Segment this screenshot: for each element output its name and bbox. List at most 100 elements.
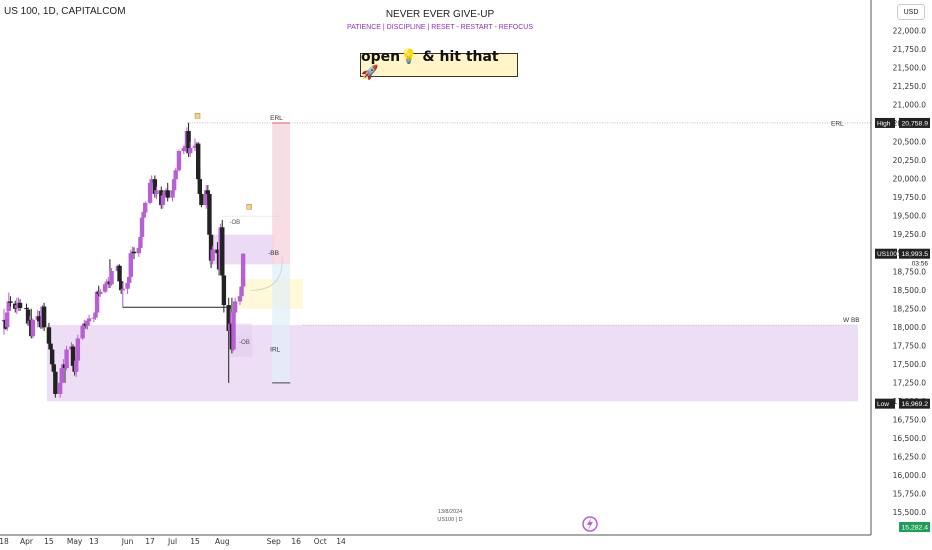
y-tick-label: 18,750.0 bbox=[893, 267, 927, 276]
y-tick-label: 18,000.0 bbox=[893, 323, 927, 332]
currency-button[interactable]: USD bbox=[897, 4, 925, 20]
time-axis[interactable]: 18 Apr 15 May 13 Jun 17 Jul 15 Aug Sep 16 Oct 14 bbox=[0, 537, 346, 546]
candle-body bbox=[139, 217, 145, 237]
candle-body bbox=[165, 190, 170, 198]
flag-icon-body bbox=[246, 204, 252, 210]
irl-label: IRL bbox=[270, 347, 281, 354]
wbb-zone bbox=[46, 325, 858, 402]
candle-body bbox=[14, 305, 20, 309]
candle-body bbox=[162, 191, 167, 196]
candle-body bbox=[197, 179, 203, 194]
candle-body bbox=[102, 284, 108, 292]
candle-body bbox=[232, 301, 238, 313]
x-tick-label: 17 bbox=[145, 537, 155, 546]
candle-body bbox=[17, 302, 23, 309]
candle-body bbox=[181, 148, 186, 152]
candle-body bbox=[49, 349, 55, 365]
y-tick-label: 16,750.0 bbox=[893, 415, 927, 424]
candle-body bbox=[186, 131, 191, 154]
candle-body bbox=[70, 346, 76, 366]
watermark-title: NEVER EVER GIVE-UP bbox=[385, 9, 495, 20]
candle-body bbox=[75, 338, 81, 361]
candle-body bbox=[220, 227, 225, 276]
flag-icon bbox=[246, 204, 252, 210]
ob-upper-label: -OB bbox=[229, 220, 240, 226]
x-tick-label: Jul bbox=[167, 537, 177, 546]
candles-layer bbox=[1, 122, 246, 398]
x-tick-label: Oct bbox=[314, 537, 327, 546]
flag-icon-body bbox=[194, 113, 201, 119]
low-box bbox=[899, 398, 930, 409]
candle-body bbox=[5, 312, 10, 328]
candle-body bbox=[183, 145, 188, 149]
x-tick-label: May bbox=[67, 537, 83, 546]
candle-body bbox=[25, 309, 31, 324]
candle-body bbox=[136, 248, 142, 254]
candle-body bbox=[237, 296, 243, 302]
y-tick-label: 17,250.0 bbox=[893, 378, 927, 387]
candle-body bbox=[196, 143, 201, 180]
y-tick-label: 17,500.0 bbox=[893, 360, 927, 369]
candle-body bbox=[154, 190, 159, 194]
candle-body bbox=[207, 193, 212, 235]
chart-drawings bbox=[46, 122, 871, 402]
low-tag bbox=[875, 398, 895, 409]
x-tick-label: Jun bbox=[121, 537, 134, 546]
x-tick-label: 15 bbox=[190, 537, 200, 546]
erl-target-box bbox=[272, 122, 291, 265]
erl-label-target: ERL bbox=[270, 115, 283, 122]
y-tick-label: 20,500.0 bbox=[893, 138, 927, 147]
y-tick-label: 22,000.0 bbox=[893, 27, 927, 36]
candle-body bbox=[24, 308, 29, 310]
y-tick-label: 21,500.0 bbox=[893, 64, 927, 73]
candle-body bbox=[51, 364, 56, 372]
y-tick-label: 19,250.0 bbox=[893, 230, 927, 239]
banner-open-hit: open💡 & hit that 🚀 bbox=[360, 49, 518, 81]
y-tick-label: 16,250.0 bbox=[893, 452, 927, 461]
current-value: 18,993.5 bbox=[902, 251, 929, 258]
y-tick-label: 20,250.0 bbox=[893, 156, 927, 165]
candle-body bbox=[221, 275, 227, 306]
candle-body bbox=[94, 291, 100, 313]
candle-body bbox=[86, 318, 92, 322]
watermark-symbol: US100 | D bbox=[437, 517, 463, 523]
bottom-price-value: 15,282.4 bbox=[902, 525, 929, 532]
candle-body bbox=[231, 312, 236, 350]
lightning-icon[interactable] bbox=[582, 516, 598, 532]
watermark-date: 13/8/2024 bbox=[437, 509, 463, 515]
price-axis[interactable]: 22,000.0 21,750.0 21,500.0 21,250.0 21,000.0… bbox=[893, 27, 927, 517]
y-tick-label: 16,000.0 bbox=[893, 471, 927, 480]
watermark-small: 13/8/2024 US100 | D bbox=[420, 508, 480, 524]
candle-body bbox=[109, 271, 114, 285]
candle-body bbox=[240, 253, 246, 287]
candle-body bbox=[187, 148, 193, 154]
candle-body bbox=[118, 281, 124, 291]
y-tick-label: 15,750.0 bbox=[893, 489, 927, 498]
candle-body bbox=[160, 195, 166, 206]
y-tick-label: 21,250.0 bbox=[893, 82, 927, 91]
candle-body bbox=[176, 151, 182, 171]
symbol-title: US 100, 1D, CAPITALCOM bbox=[4, 6, 126, 17]
high-label: High bbox=[877, 120, 891, 127]
x-tick-label: 18 bbox=[0, 537, 9, 546]
fvg-zone bbox=[239, 279, 304, 309]
candle-body bbox=[98, 291, 103, 294]
flag-icon bbox=[194, 113, 201, 119]
x-tick-label: 14 bbox=[336, 537, 346, 546]
candle-body bbox=[93, 312, 98, 318]
candle-body bbox=[141, 212, 146, 218]
candle-body bbox=[204, 190, 209, 206]
candle-body bbox=[208, 234, 214, 261]
ob-lower-label: -OB bbox=[239, 340, 250, 346]
candle-body bbox=[6, 301, 12, 312]
bottom-price-box bbox=[899, 522, 930, 532]
y-tick-label: 16,500.0 bbox=[893, 434, 927, 443]
watermark-subtitle: PATIENCE | DISCIPLINE | RESET - RESTART … bbox=[346, 24, 534, 31]
y-tick-label: 18,500.0 bbox=[893, 286, 927, 295]
candle-body bbox=[85, 321, 90, 326]
candle-body bbox=[46, 327, 52, 344]
bb-label: -BB bbox=[268, 250, 279, 257]
candle-body bbox=[199, 193, 204, 206]
low-value: 16,969.2 bbox=[902, 401, 929, 408]
